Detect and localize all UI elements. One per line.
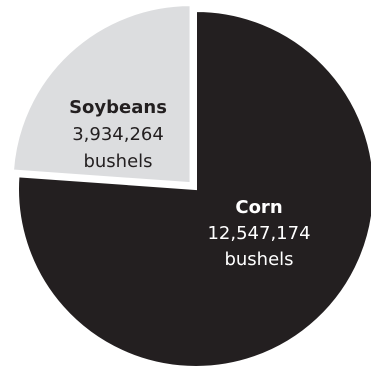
slice-unit-soybeans: bushels (83, 151, 152, 172)
slice-label-corn: Corn (235, 197, 282, 218)
pie-slices (11, 4, 371, 368)
slice-value-soybeans: 3,934,264 (72, 124, 164, 145)
pie-slice-corn (17, 9, 371, 368)
slice-unit-corn: bushels (224, 249, 293, 270)
slice-value-corn: 12,547,174 (207, 223, 310, 244)
slice-label-soybeans: Soybeans (69, 97, 167, 118)
pie-slice-soybeans (11, 4, 192, 185)
